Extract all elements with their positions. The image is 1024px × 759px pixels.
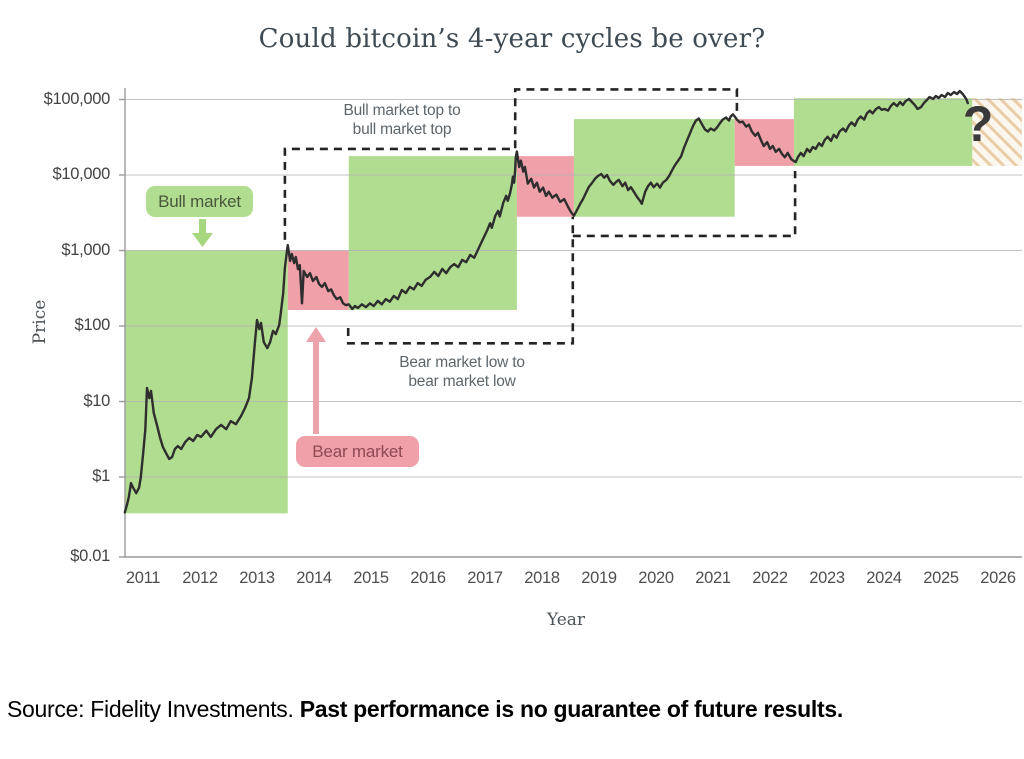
x-axis-tick-label: 2017 xyxy=(467,569,503,587)
x-axis-tick-label: 2025 xyxy=(923,569,959,587)
x-axis-tick-label: 2023 xyxy=(809,569,845,587)
x-axis-tick-label: 2019 xyxy=(581,569,617,587)
bull-market-region xyxy=(573,119,735,217)
x-axis-tick-label: 2016 xyxy=(410,569,446,587)
x-axis-tick-label: 2018 xyxy=(524,569,560,587)
x-axis-tick-label: 2013 xyxy=(239,569,275,587)
x-axis-tick-label: 2011 xyxy=(125,569,161,587)
source-note: Source: Fidelity Investments. Past perfo… xyxy=(7,696,843,723)
bear-arrow-up-icon xyxy=(306,327,326,434)
y-axis-tick-label: $1 xyxy=(92,467,110,485)
x-axis-tick-label: 2021 xyxy=(695,569,731,587)
price-line xyxy=(123,89,969,514)
bull-cycle-annotation-line2: bull market top xyxy=(352,120,452,138)
y-axis-tick-label: $1,000 xyxy=(61,240,110,259)
y-axis-tick-label: $100 xyxy=(74,316,110,334)
y-axis-tick-label: $10 xyxy=(83,391,110,410)
x-axis-tick-label: 2015 xyxy=(353,569,389,587)
bull-market-region xyxy=(348,156,517,310)
x-axis-tick-label: 2012 xyxy=(182,569,218,587)
source-text: Source: Fidelity Investments. xyxy=(7,696,300,722)
x-axis-tick-label: 2014 xyxy=(296,569,332,587)
y-axis-tick-label: $10,000 xyxy=(52,165,110,183)
bear-low-to-bear-low-dashed-path xyxy=(572,171,797,238)
x-axis-title: Year xyxy=(546,610,586,630)
bear-market-badge: Bear market xyxy=(296,436,419,467)
bear-cycle-annotation: Bear market low to bear market low xyxy=(350,354,574,391)
source-disclaimer: Past performance is no guarantee of futu… xyxy=(299,696,844,722)
x-axis-tick-label: 2020 xyxy=(638,569,674,587)
future-question-mark: ? xyxy=(962,96,994,152)
bear-market-region xyxy=(516,156,574,217)
bull-cycle-annotation: Bull market top to bull market top xyxy=(290,102,514,139)
bull-market-badge: Bull market xyxy=(146,186,253,217)
x-axis-tick-label: 2022 xyxy=(752,569,788,587)
x-axis-tick-label: 2026 xyxy=(980,569,1016,587)
x-axis-tick-label: 2024 xyxy=(866,569,902,587)
bear-low-to-bear-low-dashed-path xyxy=(346,216,575,345)
future-region xyxy=(972,98,1022,166)
chart-title: Could bitcoin’s 4-year cycles be over? xyxy=(258,24,766,54)
bull-top-to-bull-top-dashed-path xyxy=(283,88,739,240)
bull-arrow-down-icon xyxy=(192,219,213,247)
bear-market-region xyxy=(734,119,794,166)
bull-market-region xyxy=(124,250,288,514)
bear-cycle-annotation-line1: Bear market low to xyxy=(399,354,525,371)
y-axis-tick-label: $100,000 xyxy=(43,89,111,108)
bull-cycle-annotation-line1: Bull market top to xyxy=(343,102,461,119)
y-axis-title: Price xyxy=(30,299,50,345)
bear-cycle-annotation-line2: bear market low xyxy=(408,372,516,390)
y-axis-tick-label: $0.01 xyxy=(70,547,110,565)
